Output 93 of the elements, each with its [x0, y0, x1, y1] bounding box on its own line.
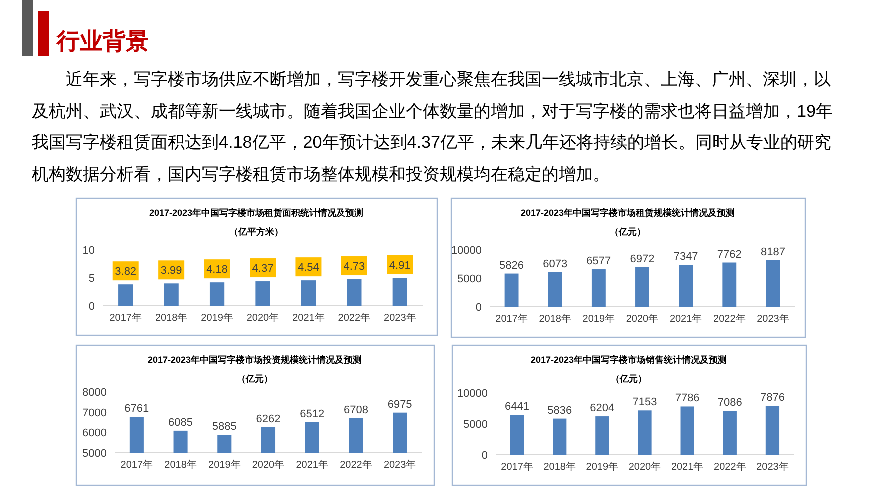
- y-tick-label: 0: [482, 450, 488, 462]
- data-label: 4.54: [298, 262, 320, 274]
- data-label: 7786: [675, 392, 700, 405]
- x-tick-label: 2023年: [757, 313, 790, 325]
- bar: [636, 267, 650, 307]
- x-tick-label: 2021年: [296, 459, 328, 471]
- y-tick-label: 10000: [457, 388, 488, 400]
- y-tick-label: 10000: [451, 245, 482, 257]
- chart-subtitle: （亿元）: [611, 374, 647, 384]
- data-label: 4.18: [206, 264, 228, 276]
- data-label: 6085: [168, 416, 194, 429]
- x-tick-label: 2020年: [252, 459, 285, 471]
- x-tick-label: 2023年: [384, 312, 416, 324]
- x-tick-label: 2022年: [714, 313, 746, 325]
- bar: [766, 406, 780, 455]
- data-label: 6204: [590, 402, 615, 415]
- x-tick-label: 2018年: [544, 461, 576, 473]
- bar: [722, 262, 737, 307]
- x-tick-label: 2020年: [626, 313, 659, 325]
- x-tick-label: 2020年: [628, 461, 662, 473]
- x-tick-label: 2023年: [384, 459, 416, 471]
- y-tick-label: 8000: [82, 387, 107, 399]
- text: 近年来，写字楼市场供应不断增加，写字楼开发重心聚焦在我国一线城市北京、上海、广州、深圳，以及杭州、武汉、成都等新一线城市。随着我国企业个体数量的增加，对于写字楼的需求也将日益增加，19年我国写字楼租赁面积达到4.18亿平，20年预计达到4.37亿平，未来几年还将持续的增长。同时从专业的研究机构数据分析看，国内写字楼租赁市场整体规模和投资规模均在稳定的增加。: [32, 69, 834, 186]
- y-tick-label: 6000: [82, 428, 107, 440]
- data-label: 6577: [586, 256, 612, 268]
- data-label: 6262: [256, 413, 281, 426]
- y-tick-label: 7000: [82, 407, 107, 420]
- data-label: 6441: [505, 401, 530, 414]
- x-tick-label: 2017年: [501, 461, 534, 473]
- data-label: 4.91: [389, 260, 411, 272]
- chart-title: 2017-2023年中国写字楼市场投资规模统计情况及预测: [148, 355, 362, 365]
- data-label: 8187: [760, 246, 786, 258]
- y-tick-label: 5000: [464, 419, 488, 431]
- data-label: 6512: [300, 408, 325, 420]
- x-tick-label: 2022年: [338, 312, 371, 324]
- x-tick-label: 2017年: [496, 313, 528, 325]
- data-label: 5885: [212, 421, 237, 434]
- bar: [680, 406, 694, 455]
- data-label: 6972: [630, 253, 655, 266]
- y-tick-label: 5000: [82, 448, 107, 460]
- x-tick-label: 2019年: [208, 459, 241, 471]
- bar: [548, 272, 562, 307]
- data-label: 4.73: [344, 261, 366, 274]
- x-tick-label: 2019年: [586, 461, 619, 473]
- data-label: 7762: [717, 248, 742, 261]
- y-tick-label: 5: [88, 273, 95, 285]
- bar: [510, 415, 524, 455]
- x-tick-label: 2023年: [756, 461, 789, 473]
- data-label: 5826: [500, 260, 524, 272]
- data-label: 6708: [344, 404, 368, 416]
- bar: [766, 260, 780, 307]
- data-label: 3.99: [160, 265, 182, 278]
- data-label: 7347: [674, 251, 698, 264]
- x-tick-label: 2021年: [292, 312, 325, 324]
- bar: [679, 265, 694, 307]
- bar: [638, 410, 652, 455]
- data-label: 6975: [388, 398, 412, 411]
- x-tick-label: 2018年: [155, 312, 188, 324]
- data-label: 7086: [718, 397, 742, 410]
- x-tick-label: 2017年: [110, 312, 142, 324]
- x-tick-label: 2019年: [201, 312, 234, 324]
- chart-subtitle: （亿元）: [610, 227, 646, 237]
- y-tick-label: 0: [88, 301, 95, 313]
- x-tick-label: 2020年: [246, 312, 280, 324]
- data-label: 5836: [548, 404, 572, 417]
- chart-title: 2017-2023年中国写字楼市场销售统计情况及预测: [530, 355, 728, 365]
- chart-subtitle: （亿平方米）: [230, 227, 284, 237]
- data-label: 7153: [632, 396, 658, 409]
- data-label: 3.82: [115, 266, 137, 278]
- x-tick-label: 2021年: [671, 461, 704, 473]
- x-tick-label: 2018年: [539, 313, 572, 325]
- y-tick-label: 5000: [458, 274, 482, 286]
- x-tick-label: 2021年: [670, 313, 702, 325]
- x-tick-label: 2022年: [714, 461, 746, 473]
- y-tick-label: 0: [476, 302, 482, 314]
- chart-title: 2017-2023年中国写字楼市场租赁面积统计情况及预测: [149, 208, 364, 218]
- bar: [723, 411, 737, 455]
- x-tick-label: 2018年: [164, 459, 197, 471]
- bar: [596, 416, 610, 455]
- chart-subtitle: （亿元）: [237, 374, 273, 384]
- chart-title: 2017-2023年中国写字楼市场租赁规模统计情况及预测: [520, 208, 736, 218]
- bar: [592, 270, 606, 307]
- y-tick-label: 10: [82, 245, 95, 257]
- data-label: 7876: [760, 392, 785, 404]
- bar: [504, 274, 519, 307]
- bar: [553, 418, 567, 455]
- x-tick-label: 2019年: [582, 313, 616, 325]
- x-tick-label: 2017年: [120, 459, 154, 471]
- x-tick-label: 2022年: [340, 459, 372, 471]
- data-label: 6073: [543, 258, 568, 270]
- text: 行业背景: [56, 28, 149, 54]
- data-label: 6761: [124, 403, 150, 416]
- data-label: 4.37: [252, 263, 274, 276]
